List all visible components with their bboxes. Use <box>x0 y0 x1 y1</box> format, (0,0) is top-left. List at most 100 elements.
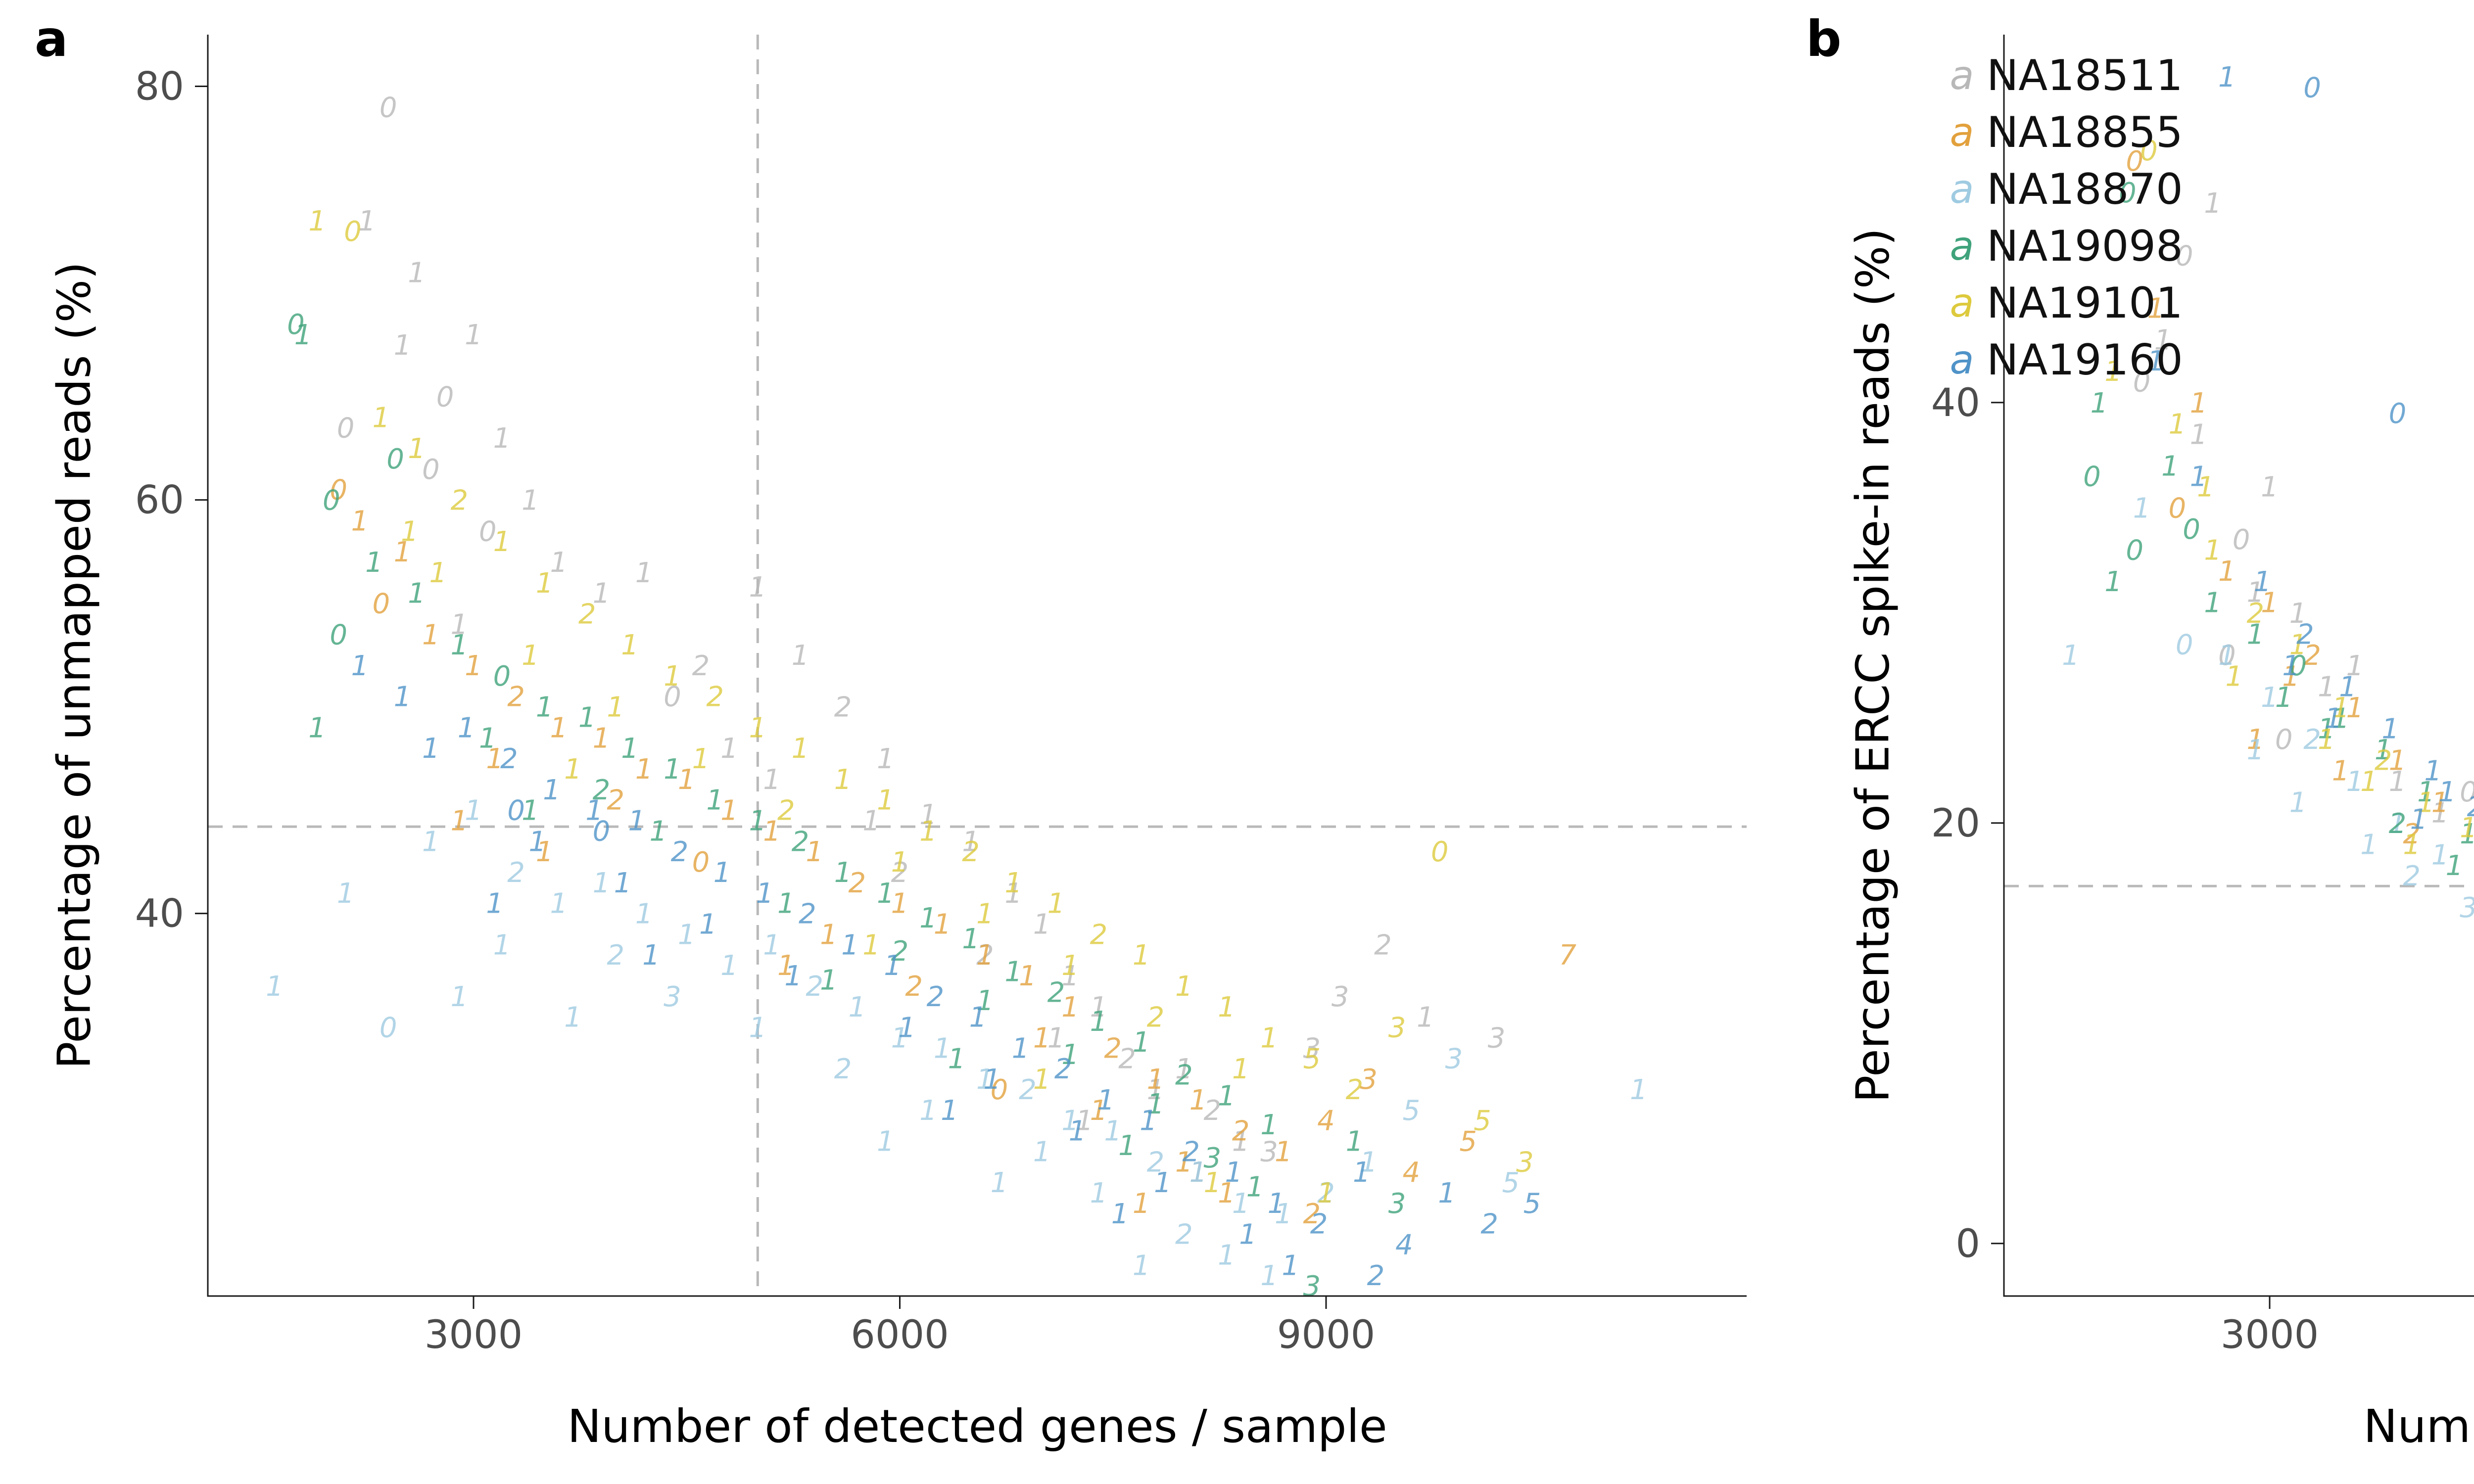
data-point: 1 <box>635 557 653 589</box>
data-point: 1 <box>593 578 611 610</box>
data-point: 1 <box>2360 766 2378 798</box>
data-point: 1 <box>991 1167 1008 1199</box>
data-point: 3 <box>2460 892 2474 924</box>
data-point: 1 <box>358 205 376 237</box>
data-point: 2 <box>450 485 468 517</box>
data-point: 0 <box>2176 240 2193 272</box>
data-point: 1 <box>1090 1095 1108 1127</box>
y-tick-label: 60 <box>135 478 184 523</box>
data-point: 2 <box>2467 791 2474 823</box>
data-point: 1 <box>720 950 738 982</box>
data-point: 0 <box>323 485 340 517</box>
data-point: 1 <box>763 815 781 847</box>
data-point: 1 <box>834 764 852 796</box>
data-point: 1 <box>1175 971 1193 1003</box>
data-point: 0 <box>2218 640 2236 672</box>
data-point: 1 <box>408 257 426 289</box>
data-point: 1 <box>1203 1167 1221 1199</box>
data-point: 0 <box>507 795 525 827</box>
data-point: 1 <box>1225 1157 1242 1189</box>
data-point: 1 <box>2133 492 2151 524</box>
data-point: 2 <box>507 857 525 889</box>
data-point: 2 <box>2403 818 2421 850</box>
data-point: 1 <box>450 981 468 1013</box>
data-point: 1 <box>1118 1130 1136 1162</box>
data-point: 1 <box>2417 776 2435 808</box>
data-point: 1 <box>486 743 504 775</box>
data-point: 1 <box>678 919 696 951</box>
data-point: 5 <box>1474 1105 1491 1137</box>
panel-b-y-axis-title: Percentage of ERCC spike-in reads (%) <box>1846 228 1900 1103</box>
data-point: 0 <box>2460 776 2474 808</box>
data-point: 2 <box>1175 1060 1193 1092</box>
y-tick-label: 0 <box>1955 1222 1980 1266</box>
data-point: 1 <box>763 764 781 796</box>
data-point: 1 <box>792 640 809 672</box>
data-point: 1 <box>1147 1088 1165 1120</box>
data-point: 1 <box>820 919 838 951</box>
data-point: 1 <box>1417 1002 1434 1034</box>
data-point: 2 <box>2303 724 2321 756</box>
data-point: 1 <box>2346 650 2364 682</box>
data-point: 2 <box>891 935 909 968</box>
data-point: 1 <box>1090 1006 1108 1038</box>
data-point: 1 <box>777 888 795 920</box>
data-point: 3 <box>1388 1012 1406 1044</box>
data-point: 1 <box>1218 1177 1236 1209</box>
data-point: 0 <box>2389 398 2407 430</box>
data-point: 1 <box>621 733 639 765</box>
data-point: 1 <box>635 753 653 786</box>
legend-label: NA18511 <box>1987 50 2183 100</box>
data-point: 1 <box>522 485 539 517</box>
data-point: 1 <box>1090 991 1108 1023</box>
data-point: 1 <box>976 939 994 972</box>
data-point: 1 <box>2218 640 2236 672</box>
data-point: 1 <box>749 1012 766 1044</box>
data-point: 1 <box>2147 345 2165 377</box>
data-point: 1 <box>408 433 426 465</box>
data-point: 1 <box>2389 808 2407 840</box>
data-point: 2 <box>1317 1177 1335 1209</box>
data-point: 0 <box>692 846 710 879</box>
legend-key-glyph: a <box>1950 280 1974 326</box>
data-point: 2 <box>1047 977 1065 1009</box>
data-point: 0 <box>2126 534 2143 566</box>
data-point: 2 <box>834 692 852 724</box>
data-point: 1 <box>2197 471 2215 504</box>
legend-label: NA18855 <box>1987 107 2183 157</box>
y-tick-label: 40 <box>1931 381 1980 425</box>
data-point: 1 <box>1133 1250 1150 1282</box>
legend-key-glyph: a <box>1950 223 1974 269</box>
data-point: 1 <box>2318 713 2335 745</box>
data-point: 1 <box>2204 187 2222 220</box>
data-point: 3 <box>1360 1064 1378 1096</box>
data-point: 1 <box>777 950 795 982</box>
data-point: 2 <box>2375 744 2392 777</box>
data-point: 1 <box>578 702 596 734</box>
data-point: 1 <box>337 878 355 910</box>
data-point: 0 <box>991 1074 1008 1106</box>
data-point: 0 <box>372 588 390 620</box>
data-point: 1 <box>848 991 866 1023</box>
data-point: 1 <box>2289 629 2307 661</box>
data-point: 2 <box>1203 1095 1221 1127</box>
data-point: 1 <box>266 971 284 1003</box>
data-point: 1 <box>834 857 852 889</box>
data-point: 1 <box>649 815 667 847</box>
axis-lines <box>207 35 1747 1297</box>
data-point: 1 <box>372 402 390 434</box>
data-point: 1 <box>628 805 646 837</box>
data-point: 1 <box>2332 702 2350 735</box>
data-point: 1 <box>948 1043 966 1075</box>
data-point: 1 <box>2332 755 2350 788</box>
data-point: 1 <box>550 888 568 920</box>
data-point: 1 <box>941 1095 958 1127</box>
data-point: 1 <box>1175 1146 1193 1178</box>
data-point: 1 <box>2204 587 2222 619</box>
data-point: 1 <box>593 867 611 899</box>
data-point: 1 <box>820 964 838 996</box>
data-point: 1 <box>792 733 809 765</box>
data-point: 3 <box>1488 1022 1506 1055</box>
data-point: 1 <box>877 785 895 817</box>
